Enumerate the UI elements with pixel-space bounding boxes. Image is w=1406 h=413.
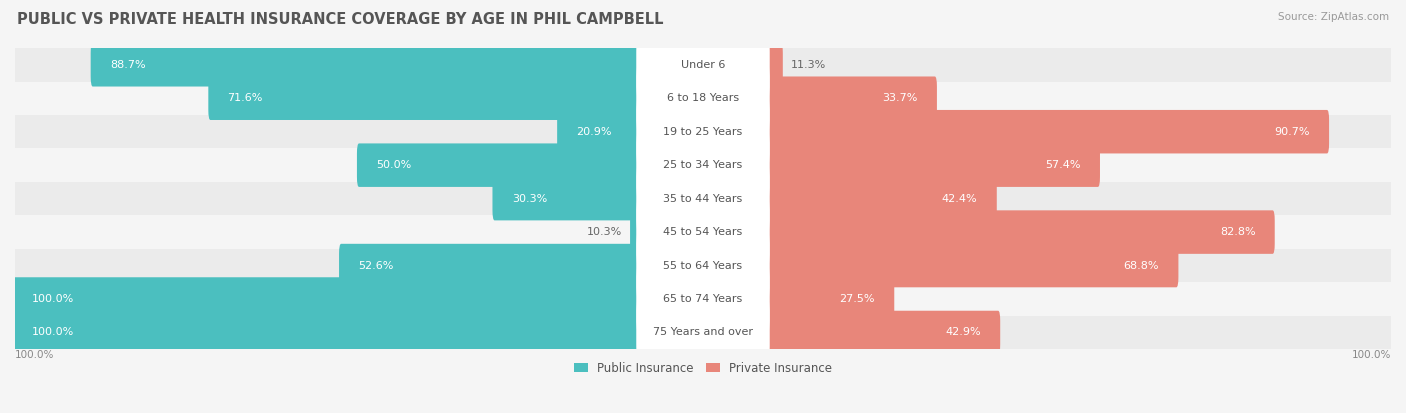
Text: 6 to 18 Years: 6 to 18 Years [666, 93, 740, 103]
FancyBboxPatch shape [702, 76, 936, 120]
Bar [15, 215, 1391, 249]
Text: 19 to 25 Years: 19 to 25 Years [664, 127, 742, 137]
Text: 30.3%: 30.3% [512, 194, 547, 204]
FancyBboxPatch shape [702, 244, 1178, 287]
Text: 10.3%: 10.3% [586, 227, 621, 237]
FancyBboxPatch shape [637, 145, 769, 252]
FancyBboxPatch shape [702, 177, 997, 221]
Bar [15, 249, 1391, 282]
FancyBboxPatch shape [702, 311, 1000, 354]
Text: 35 to 44 Years: 35 to 44 Years [664, 194, 742, 204]
Bar [15, 115, 1391, 148]
Text: 88.7%: 88.7% [110, 60, 146, 70]
Text: 100.0%: 100.0% [32, 294, 75, 304]
FancyBboxPatch shape [90, 43, 704, 87]
Bar [15, 148, 1391, 182]
Text: PUBLIC VS PRIVATE HEALTH INSURANCE COVERAGE BY AGE IN PHIL CAMPBELL: PUBLIC VS PRIVATE HEALTH INSURANCE COVER… [17, 12, 664, 27]
Text: 27.5%: 27.5% [839, 294, 875, 304]
FancyBboxPatch shape [13, 277, 704, 321]
Text: 42.9%: 42.9% [945, 328, 981, 337]
Text: 52.6%: 52.6% [359, 261, 394, 271]
FancyBboxPatch shape [637, 45, 769, 152]
FancyBboxPatch shape [702, 43, 783, 87]
Text: 100.0%: 100.0% [15, 350, 55, 360]
Bar [15, 282, 1391, 316]
FancyBboxPatch shape [637, 212, 769, 319]
Text: 20.9%: 20.9% [576, 127, 612, 137]
FancyBboxPatch shape [637, 246, 769, 352]
Text: 71.6%: 71.6% [228, 93, 263, 103]
FancyBboxPatch shape [492, 177, 704, 221]
Text: 57.4%: 57.4% [1045, 160, 1081, 170]
Text: 75 Years and over: 75 Years and over [652, 328, 754, 337]
FancyBboxPatch shape [637, 279, 769, 386]
Text: 45 to 54 Years: 45 to 54 Years [664, 227, 742, 237]
Text: 42.4%: 42.4% [942, 194, 977, 204]
Text: 82.8%: 82.8% [1220, 227, 1256, 237]
FancyBboxPatch shape [702, 143, 1099, 187]
Bar [15, 81, 1391, 115]
FancyBboxPatch shape [702, 210, 1275, 254]
FancyBboxPatch shape [357, 143, 704, 187]
Text: Source: ZipAtlas.com: Source: ZipAtlas.com [1278, 12, 1389, 22]
FancyBboxPatch shape [13, 311, 704, 354]
Bar [15, 316, 1391, 349]
Text: 55 to 64 Years: 55 to 64 Years [664, 261, 742, 271]
Text: 100.0%: 100.0% [1351, 350, 1391, 360]
Text: 25 to 34 Years: 25 to 34 Years [664, 160, 742, 170]
FancyBboxPatch shape [339, 244, 704, 287]
FancyBboxPatch shape [637, 12, 769, 118]
FancyBboxPatch shape [637, 78, 769, 185]
FancyBboxPatch shape [702, 277, 894, 321]
FancyBboxPatch shape [637, 179, 769, 285]
Bar [15, 48, 1391, 81]
Legend: Public Insurance, Private Insurance: Public Insurance, Private Insurance [569, 357, 837, 380]
Text: 65 to 74 Years: 65 to 74 Years [664, 294, 742, 304]
Text: Under 6: Under 6 [681, 60, 725, 70]
Text: 50.0%: 50.0% [377, 160, 412, 170]
FancyBboxPatch shape [630, 210, 704, 254]
Text: 90.7%: 90.7% [1274, 127, 1310, 137]
Text: 68.8%: 68.8% [1123, 261, 1159, 271]
FancyBboxPatch shape [208, 76, 704, 120]
FancyBboxPatch shape [702, 110, 1329, 154]
Text: 11.3%: 11.3% [792, 60, 827, 70]
FancyBboxPatch shape [557, 110, 704, 154]
Bar [15, 182, 1391, 215]
Text: 100.0%: 100.0% [32, 328, 75, 337]
FancyBboxPatch shape [637, 112, 769, 218]
Text: 33.7%: 33.7% [883, 93, 918, 103]
